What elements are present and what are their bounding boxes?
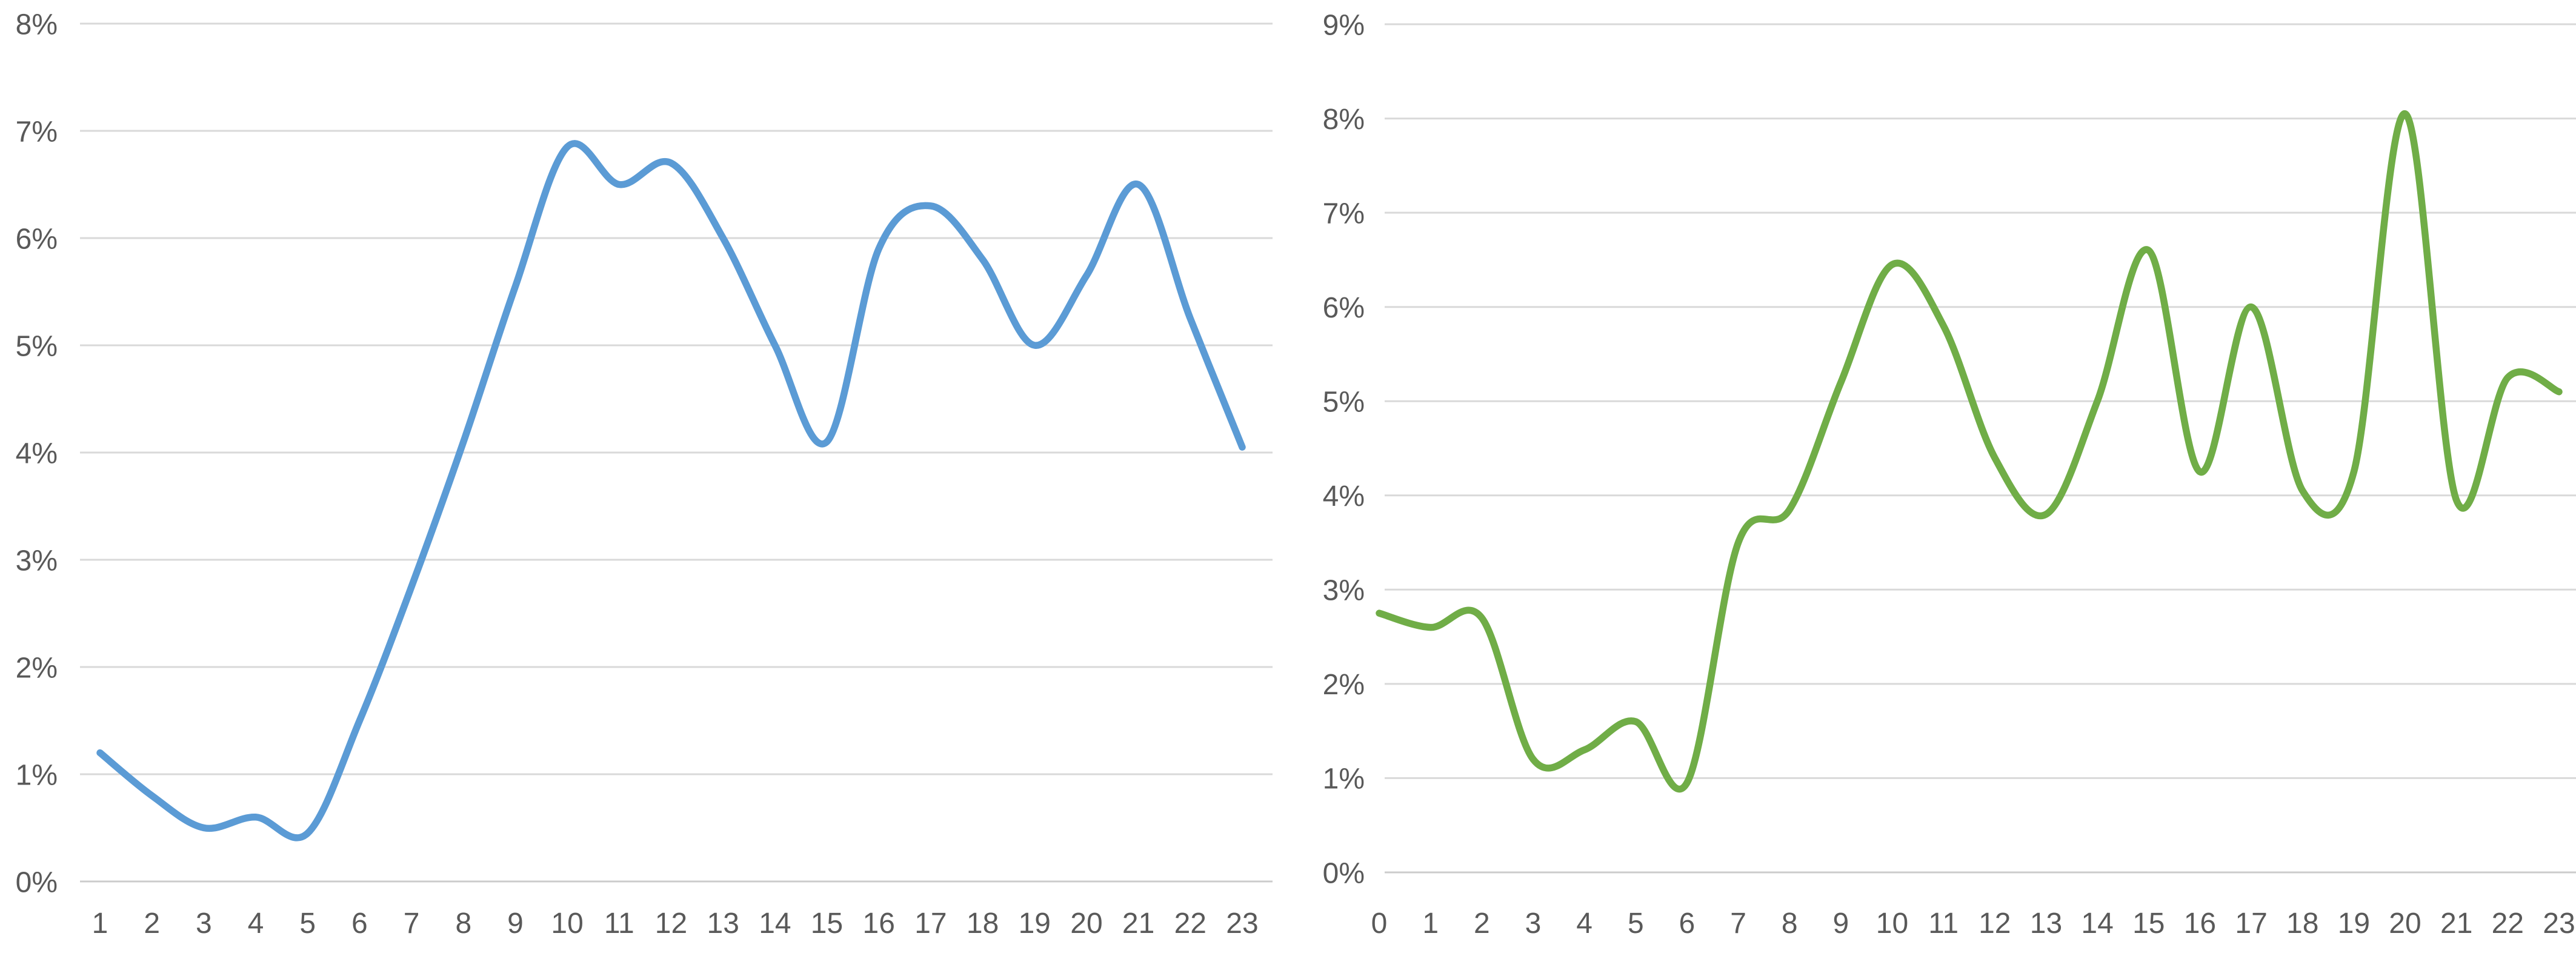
y-tick-label: 5% [16,330,58,362]
y-tick-label: 1% [16,759,58,791]
x-tick-label: 6 [1679,908,1696,940]
x-tick-label: 1 [92,908,108,940]
right-chart: 0%1%2%3%4%5%6%7%8%9%0 1 2 3 4 5 6 7 8 9 10 11 12 13 14… [1323,9,2576,940]
x-tick-label: 7 [404,908,420,940]
y-tick-label: 8% [1323,104,1365,136]
y-tick-label: 0% [16,866,58,898]
x-tick-label: 2 [144,908,160,940]
left-chart: 0%1%2%3%4%5%6%7%8%1 2 3 4 5 6 7 8 9 10 11 12 13 14 15 1… [16,8,1273,940]
x-tick-label: 12 [655,908,687,940]
x-tick-label: 19 [1019,908,1051,940]
x-tick-label: 23 [1226,908,1258,940]
x-tick-label: 18 [2286,908,2318,940]
x-tick-label: 10 [551,908,583,940]
x-tick-label: 9 [507,908,524,940]
x-tick-label: 10 [1876,908,1908,940]
x-tick-label: 15 [2132,908,2165,940]
x-tick-label: 4 [1576,908,1593,940]
x-tick-label: 8 [1782,908,1798,940]
y-tick-label: 2% [16,652,58,684]
x-tick-label: 22 [2492,908,2524,940]
x-tick-label: 21 [1122,908,1154,940]
x-tick-label: 11 [1928,908,1959,940]
x-tick-label: 16 [2184,908,2216,940]
x-tick-label: 3 [196,908,212,940]
x-tick-label: 14 [759,908,791,940]
x-tick-label: 4 [248,908,264,940]
y-tick-label: 3% [16,545,58,577]
y-tick-label: 6% [1323,292,1365,324]
series-line-blue [96,140,1246,841]
x-tick-label: 13 [2030,908,2062,940]
x-tick-label: 6 [351,908,368,940]
x-tick-label: 2 [1474,908,1490,940]
y-tick-label: 7% [1323,197,1365,230]
y-tick-label: 3% [1323,575,1365,607]
x-tick-label: 12 [1979,908,2011,940]
y-tick-label: 4% [16,437,58,470]
x-tick-label: 13 [707,908,739,940]
x-tick-label: 3 [1525,908,1542,940]
x-tick-label: 5 [1628,908,1644,940]
x-tick-label: 18 [967,908,999,940]
x-tick-label: 7 [1730,908,1746,940]
y-tick-label: 8% [16,8,58,41]
y-tick-label: 6% [16,223,58,255]
x-tick-label: 9 [1833,908,1849,940]
x-tick-label: 17 [914,908,947,940]
y-tick-label: 2% [1323,669,1365,701]
y-tick-label: 0% [1323,857,1365,889]
y-tick-label: 7% [16,116,58,148]
x-tick-label: 15 [811,908,843,940]
y-tick-label: 4% [1323,480,1365,513]
x-tick-label: 1 [1422,908,1439,940]
x-tick-label: 5 [299,908,316,940]
y-tick-label: 1% [1323,763,1365,795]
x-tick-label: 19 [2338,908,2370,940]
series-line-green [1376,110,2563,793]
x-tick-label: 23 [2543,908,2575,940]
x-tick-label: 21 [2440,908,2472,940]
x-tick-label: 22 [1174,908,1206,940]
y-tick-label: 9% [1323,9,1365,41]
y-tick-label: 5% [1323,387,1365,419]
x-tick-label: 0 [1371,908,1388,940]
x-tick-label: 20 [1070,908,1102,940]
x-tick-label: 11 [604,908,634,940]
x-tick-label: 16 [863,908,895,940]
x-tick-label: 20 [2389,908,2421,940]
x-tick-label: 14 [2081,908,2113,940]
x-tick-label: 8 [455,908,471,940]
x-tick-label: 17 [2235,908,2267,940]
